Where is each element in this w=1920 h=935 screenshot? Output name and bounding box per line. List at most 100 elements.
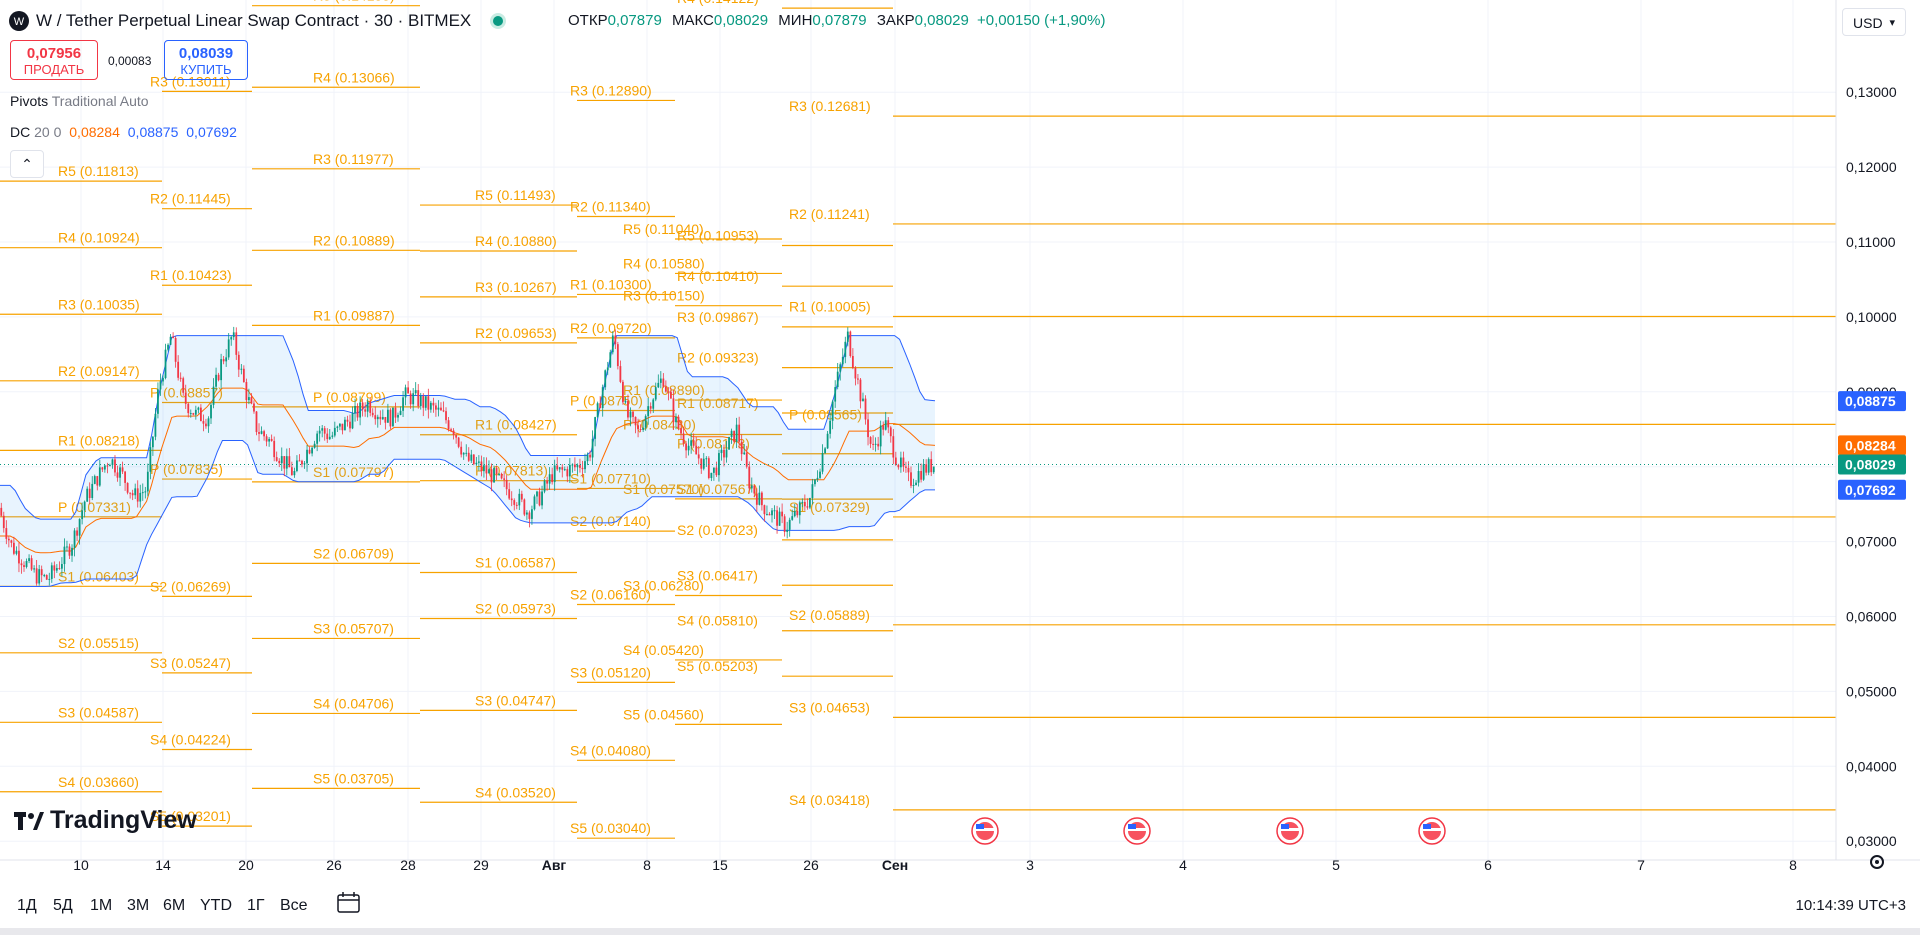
candle-body <box>48 578 51 580</box>
candle <box>525 510 528 520</box>
candle <box>528 510 531 528</box>
range-button[interactable]: 1Г <box>247 897 265 914</box>
symbol-header[interactable]: W W / Tether Perpetual Linear Swap Contr… <box>8 10 504 32</box>
settings-gear-icon[interactable] <box>1868 853 1886 876</box>
candle <box>771 507 773 523</box>
candle-body <box>715 467 718 476</box>
collapse-legend-button[interactable]: ⌃ <box>10 150 44 178</box>
candle <box>263 429 265 441</box>
candle-body <box>326 433 329 440</box>
candle <box>179 372 182 382</box>
candle <box>0 502 3 517</box>
pivot-label: R2 (0.10889) <box>313 232 395 248</box>
candle <box>677 414 680 431</box>
dc-name: DC <box>10 124 31 140</box>
candle <box>816 470 819 482</box>
dc-legend[interactable]: DC 20 0 0,08284 0,08875 0,07692 <box>10 124 237 140</box>
range-button[interactable]: 5Д <box>53 897 73 914</box>
candle <box>483 457 485 478</box>
candle-body <box>652 399 655 409</box>
candle-body <box>28 558 30 561</box>
pivot-label: R1 (0.10423) <box>150 267 232 283</box>
candle-body <box>541 491 543 506</box>
clock-readout[interactable]: 10:14:39 UTC+3 <box>1795 897 1907 914</box>
pivot-label: S4 (0.04706) <box>313 695 394 711</box>
candle <box>834 380 837 408</box>
candle <box>637 418 639 438</box>
range-button[interactable]: 1М <box>90 897 113 914</box>
candle <box>50 562 53 583</box>
candle-body <box>859 379 862 402</box>
candle-body <box>457 437 460 447</box>
candle <box>773 505 776 520</box>
candle-body <box>7 538 10 541</box>
us-event-flag-icon[interactable] <box>1123 817 1151 845</box>
currency-select[interactable]: USD ▾ <box>1842 8 1906 36</box>
pivot-label: R4 (0.14122) <box>677 0 759 6</box>
candle-body <box>265 436 268 442</box>
candle <box>591 430 594 465</box>
candle-body <box>690 440 693 446</box>
candle-body <box>331 435 334 437</box>
candle <box>419 392 422 410</box>
candle-body <box>786 529 789 532</box>
buy-button[interactable]: 0,08039 КУПИТЬ <box>164 40 248 80</box>
candle <box>452 428 455 440</box>
candle <box>515 502 518 510</box>
candle-body <box>306 449 308 464</box>
candle-body <box>144 491 147 493</box>
sell-button[interactable]: 0,07956 ПРОДАТЬ <box>10 40 98 80</box>
candle <box>333 421 336 438</box>
candle <box>227 333 230 360</box>
pivots-legend[interactable]: Pivots Traditional Auto <box>10 93 149 109</box>
x-tick-label: 14 <box>155 857 171 873</box>
range-button[interactable]: 1Д <box>17 897 37 914</box>
candle <box>230 335 233 346</box>
candle <box>536 490 538 504</box>
candle <box>659 371 662 389</box>
candle <box>462 452 465 460</box>
us-event-flag-icon[interactable] <box>1418 817 1446 845</box>
candle <box>136 480 139 508</box>
candle-body <box>429 402 432 410</box>
candle <box>20 559 23 574</box>
candle-body <box>573 464 576 468</box>
candle-body <box>151 436 154 448</box>
candle-body <box>533 496 536 510</box>
candle-body <box>146 471 149 492</box>
candle <box>695 436 698 455</box>
range-button[interactable]: 3М <box>127 897 150 914</box>
range-button[interactable]: Все <box>280 897 308 914</box>
candle-body <box>20 563 23 566</box>
range-button[interactable]: 6М <box>163 897 186 914</box>
candle-body <box>253 403 255 412</box>
candle <box>316 430 319 452</box>
pivot-label: S1 (0.07570) <box>623 481 704 497</box>
candle-body <box>735 424 738 442</box>
candle <box>192 412 195 416</box>
calendar-range-button[interactable] <box>336 891 362 920</box>
candle-body <box>121 467 124 472</box>
candle-body <box>882 425 885 430</box>
tradingview-logo[interactable]: TradingView <box>14 806 197 835</box>
candle <box>854 366 857 386</box>
range-button[interactable]: YTD <box>200 897 232 914</box>
candle-body <box>718 453 720 476</box>
candle-body <box>207 418 210 427</box>
candle-body <box>301 460 303 465</box>
us-event-flag-icon[interactable] <box>1276 817 1304 845</box>
candle-body <box>710 472 713 479</box>
candle-body <box>225 357 228 362</box>
candle-body <box>720 449 723 454</box>
candle-body <box>864 398 867 420</box>
candle <box>801 498 804 508</box>
candle <box>131 489 134 501</box>
spread-value: 0,00083 <box>108 54 152 68</box>
candle-body <box>768 513 771 516</box>
us-event-flag-icon[interactable] <box>971 817 999 845</box>
candle <box>45 574 48 581</box>
candle-body <box>806 506 809 508</box>
candle-body <box>344 419 346 431</box>
candle-body <box>124 471 126 483</box>
